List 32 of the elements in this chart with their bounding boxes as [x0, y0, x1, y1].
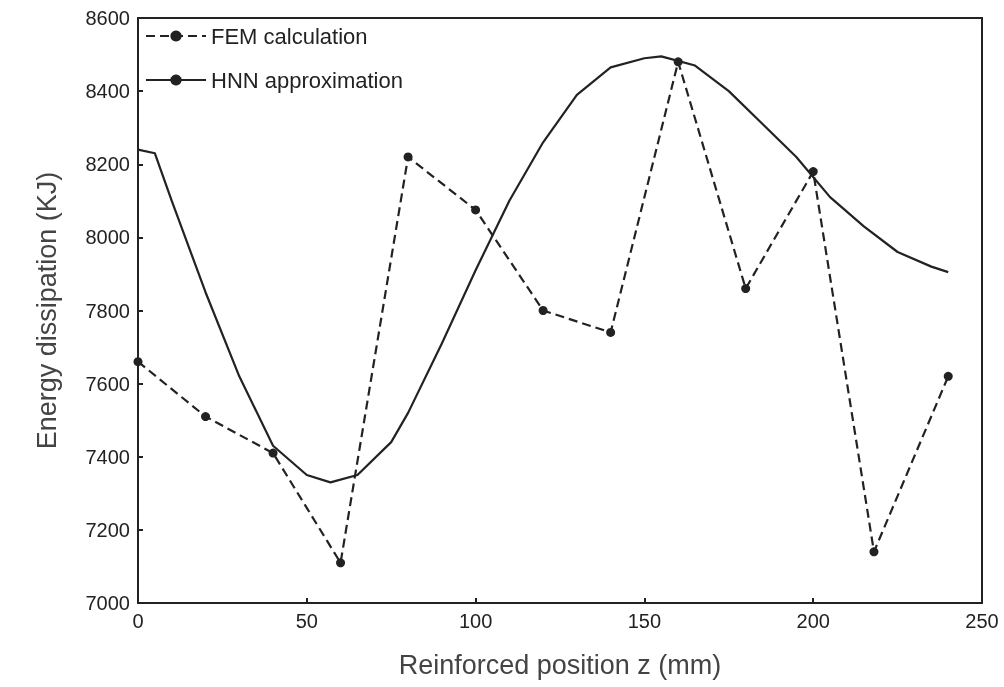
x-tick-label: 0: [132, 610, 144, 632]
y-tick-label: 7800: [85, 299, 130, 322]
x-axis-title: Reinforced position z (mm): [398, 649, 722, 680]
y-tick-label: 8200: [85, 153, 130, 176]
y-tick-label: 7600: [85, 372, 130, 395]
legend-label: HNN approximation: [211, 67, 403, 93]
y-tick-label: 7200: [85, 518, 130, 541]
point: [673, 57, 683, 67]
point: [741, 284, 751, 294]
y-tick-label: 7400: [85, 445, 130, 468]
point: [133, 357, 143, 367]
point: [201, 412, 211, 422]
x-tick-label: 150: [627, 610, 662, 632]
x-tick-label: 100: [458, 610, 493, 632]
point: [336, 558, 346, 568]
point: [606, 327, 616, 337]
y-axis-title: Energy dissipation (KJ): [31, 171, 62, 450]
point: [403, 152, 413, 162]
point: [471, 205, 481, 215]
y-tick-label: 7000: [85, 592, 130, 614]
y-tick-label: 8000: [85, 226, 130, 249]
legend-label: FEM calculation: [211, 23, 368, 49]
x-tick-label: 200: [796, 610, 830, 632]
x-tick-label: 250: [965, 610, 999, 632]
point: [869, 547, 879, 557]
x-tick-label: 50: [295, 610, 318, 632]
point: [538, 306, 548, 315]
point: [943, 371, 953, 381]
point: [268, 448, 278, 458]
y-tick-label: 8400: [85, 80, 130, 103]
point: [808, 167, 818, 177]
y-tick-label: 8600: [85, 7, 130, 29]
